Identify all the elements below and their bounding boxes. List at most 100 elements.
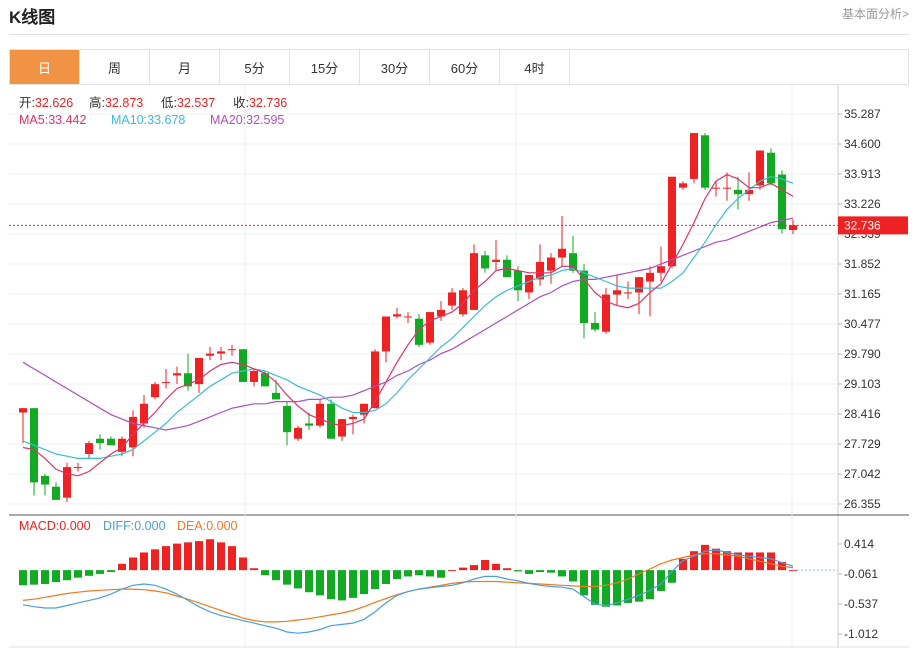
macd-bar <box>613 570 621 606</box>
macd-info-1: DIFF:0.000 <box>103 519 166 533</box>
candle-body <box>602 294 610 332</box>
candle-body <box>195 357 203 385</box>
candle-body <box>118 438 126 452</box>
tab-day[interactable]: 日 <box>10 50 80 84</box>
candle-body <box>52 486 60 500</box>
tab-30min[interactable]: 30分 <box>360 50 430 84</box>
candle-body <box>63 467 71 498</box>
candle-body <box>393 314 401 317</box>
macd-info-2: DEA:0.000 <box>177 519 238 533</box>
candle-body <box>41 475 49 485</box>
macd-bar <box>316 570 324 596</box>
candle-body <box>459 290 467 315</box>
macd-bar <box>118 563 126 571</box>
candle-body <box>767 152 775 184</box>
macd-bar <box>547 570 555 573</box>
tab-4hour[interactable]: 4时 <box>500 50 570 84</box>
candle-body <box>217 351 225 354</box>
macd-bar <box>459 567 467 571</box>
candle-body <box>778 174 786 230</box>
candle-body <box>338 419 346 437</box>
tab-week[interactable]: 周 <box>80 50 150 84</box>
price-tick-label: 30.477 <box>844 317 881 331</box>
macd-info-label: DIFF: <box>103 519 134 533</box>
candle-body <box>140 403 148 424</box>
candle-body <box>162 381 170 383</box>
ohlc-info-3: 收:32.736 <box>233 96 287 110</box>
macd-bar <box>602 570 610 607</box>
macd-bar <box>701 544 709 571</box>
candle-body <box>294 427 302 439</box>
macd-bar <box>173 543 181 571</box>
macd-bar <box>426 570 434 577</box>
candle-body <box>646 272 654 282</box>
macd-bar <box>470 565 478 571</box>
candle-body <box>437 309 445 317</box>
macd-bar <box>129 557 137 571</box>
tab-5min[interactable]: 5分 <box>220 50 290 84</box>
candle-body <box>250 371 258 382</box>
ma-info-1: MA10:33.678 <box>111 113 185 127</box>
macd-bar <box>63 570 71 581</box>
candle-body <box>690 133 698 179</box>
macd-bar <box>404 570 412 577</box>
macd-bar <box>382 570 390 585</box>
candle-body <box>679 183 687 188</box>
macd-bar <box>690 551 698 571</box>
candle-body <box>635 277 643 293</box>
candle-body <box>327 403 335 439</box>
price-tick-label: 34.600 <box>844 137 881 151</box>
macd-bar <box>536 570 544 573</box>
diff-line <box>22 549 794 634</box>
macd-bar <box>74 570 82 578</box>
tab-month[interactable]: 月 <box>150 50 220 84</box>
candle-body <box>712 187 720 189</box>
tab-60min[interactable]: 60分 <box>430 50 500 84</box>
macd-bar <box>338 570 346 601</box>
macd-bar <box>503 568 511 571</box>
macd-bar <box>52 570 60 583</box>
macd-info-value: 0.000 <box>59 519 90 533</box>
macd-bar <box>360 570 368 595</box>
macd-bar <box>272 570 280 581</box>
fundamental-analysis-link[interactable]: 基本面分析> <box>841 7 909 21</box>
candle-body <box>525 274 533 293</box>
tab-15min[interactable]: 15分 <box>290 50 360 84</box>
macd-info-label: MACD: <box>19 519 59 533</box>
macd-bar <box>668 570 676 583</box>
price-tick-label: 35.287 <box>844 107 881 121</box>
macd-bar <box>195 541 203 571</box>
candle-body <box>283 405 291 433</box>
macd-bar <box>569 570 577 582</box>
page-title: K线图 <box>9 8 56 27</box>
macd-bar <box>228 546 236 571</box>
candle-body <box>569 253 577 271</box>
candle-body <box>426 312 434 343</box>
macd-bar <box>206 539 214 571</box>
candle-body <box>206 353 214 356</box>
candle-body <box>96 438 104 444</box>
macd-bar <box>283 570 291 585</box>
candle-body <box>74 467 82 469</box>
candle-body <box>657 266 665 273</box>
price-tick-label: 31.852 <box>844 257 881 271</box>
candle-body <box>536 261 544 280</box>
macd-tick-label: -1.012 <box>844 627 878 641</box>
price-tick-label: 28.416 <box>844 407 881 421</box>
ma-info-0: MA5:33.442 <box>19 113 86 127</box>
candle-body <box>151 384 159 398</box>
ohlc-info-value: 32.736 <box>249 96 287 110</box>
last-price-tag <box>838 216 908 235</box>
ohlc-info-0: 开:32.626 <box>19 96 73 110</box>
ohlc-info-label: 开: <box>19 96 35 110</box>
price-tick-label: 27.729 <box>844 437 881 451</box>
ma-info-2: MA20:32.595 <box>210 113 284 127</box>
macd-bar <box>140 552 148 571</box>
candle-body <box>448 292 456 306</box>
ohlc-info-1: 高:32.873 <box>89 95 143 110</box>
candle-body <box>360 403 368 415</box>
dea-line <box>22 553 794 623</box>
candle-body <box>85 443 93 455</box>
candle-body <box>668 176 676 267</box>
